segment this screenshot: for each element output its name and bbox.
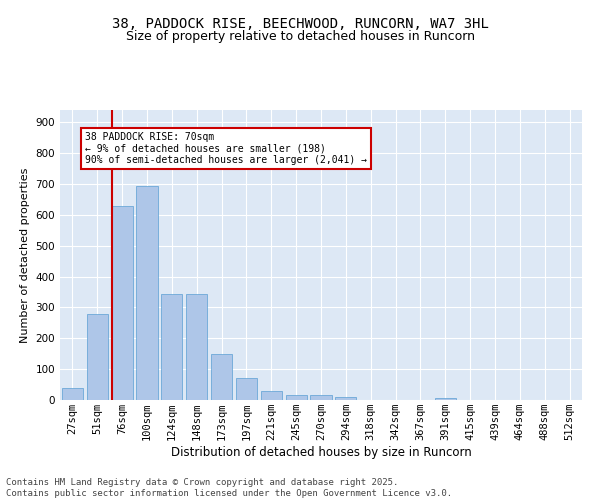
Bar	[186, 294, 207, 400]
Bar	[211, 354, 232, 400]
Bar	[87, 314, 108, 400]
Bar	[310, 396, 332, 400]
Bar	[62, 388, 83, 400]
Bar	[435, 398, 456, 400]
Text: 38 PADDOCK RISE: 70sqm
← 9% of detached houses are smaller (198)
90% of semi-det: 38 PADDOCK RISE: 70sqm ← 9% of detached …	[85, 132, 367, 165]
Bar	[286, 396, 307, 400]
Bar	[112, 206, 133, 400]
Text: 38, PADDOCK RISE, BEECHWOOD, RUNCORN, WA7 3HL: 38, PADDOCK RISE, BEECHWOOD, RUNCORN, WA…	[112, 18, 488, 32]
Bar	[261, 390, 282, 400]
Bar	[335, 397, 356, 400]
Bar	[161, 294, 182, 400]
Bar	[136, 186, 158, 400]
Y-axis label: Number of detached properties: Number of detached properties	[20, 168, 30, 342]
Bar	[236, 378, 257, 400]
X-axis label: Distribution of detached houses by size in Runcorn: Distribution of detached houses by size …	[170, 446, 472, 459]
Text: Size of property relative to detached houses in Runcorn: Size of property relative to detached ho…	[125, 30, 475, 43]
Text: Contains HM Land Registry data © Crown copyright and database right 2025.
Contai: Contains HM Land Registry data © Crown c…	[6, 478, 452, 498]
